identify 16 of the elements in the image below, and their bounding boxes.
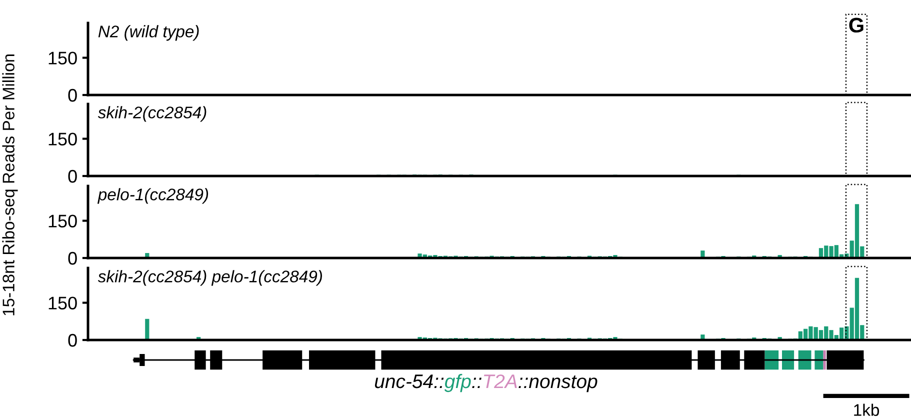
- chart-title: skih-2(cc2854) pelo-1(cc2849): [98, 270, 322, 286]
- text: 1kb: [854, 404, 880, 416]
- y-tick-label: 0: [68, 252, 77, 265]
- chart-title: pelo-1(cc2849): [97, 188, 208, 204]
- y-tick-label: 150: [48, 52, 77, 64]
- y-tick-label: 150: [48, 296, 77, 310]
- text: unc-54::gfp::T2A::nonstop: [374, 374, 598, 392]
- y-tick-label: 150: [48, 214, 77, 228]
- y-tick-label: 150: [48, 132, 77, 146]
- y-tick-label: 0: [68, 334, 77, 347]
- y-tick-label: 0: [68, 170, 77, 183]
- y-axis-title: 15-18nt Ribo-seq Reads Per Million: [2, 54, 18, 316]
- chart-title: N2 (wild type): [98, 25, 199, 41]
- chart-title: skih-2(cc2854): [98, 106, 206, 122]
- y-tick-label: 0: [68, 88, 77, 102]
- annotation: G: [849, 18, 864, 33]
